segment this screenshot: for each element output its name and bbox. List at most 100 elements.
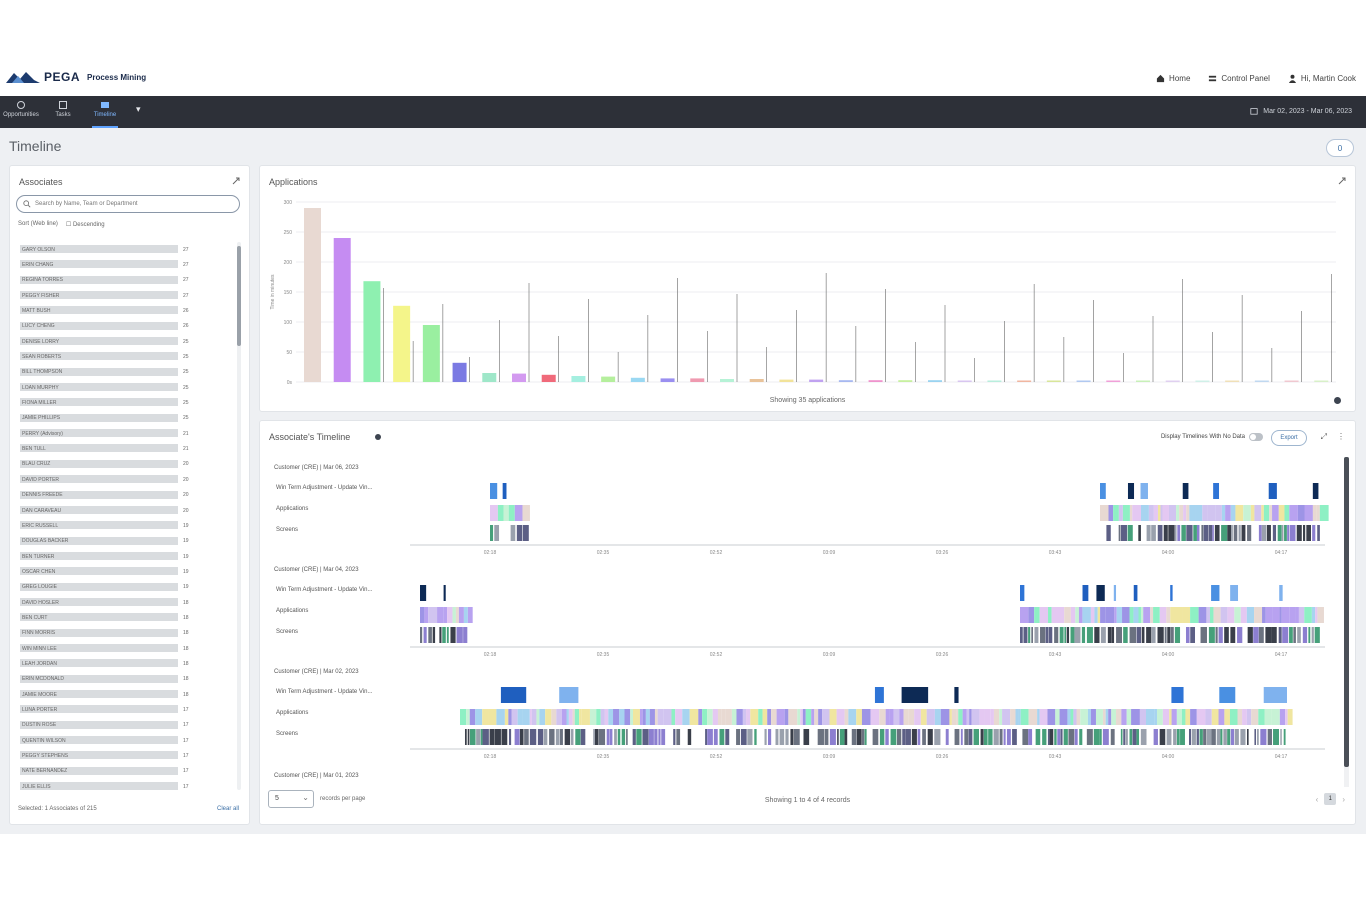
list-item[interactable]: LUCY CHENG 26 [20, 319, 234, 334]
list-item[interactable]: BEN TURNER 19 [20, 549, 234, 564]
timeline-screen-segment [516, 525, 523, 541]
expand-icon[interactable]: ⤢ [1320, 432, 1327, 441]
expand-icon[interactable] [1337, 176, 1347, 186]
timeline-app-segment [879, 709, 886, 725]
list-item[interactable]: GARY OLSON 27 [20, 242, 234, 257]
timeline-app-segment [508, 709, 512, 725]
list-item[interactable]: BLAU CRUZ 20 [20, 457, 234, 472]
list-item[interactable]: FIONA MILLER 25 [20, 395, 234, 410]
timeline-screen-segment [1197, 525, 1200, 541]
timeline-screen-segment [1196, 729, 1199, 745]
list-item[interactable]: DOUGLAS BACKER 19 [20, 534, 234, 549]
timeline-screen-segment [450, 627, 456, 643]
export-button[interactable]: Export [1271, 430, 1307, 446]
page-action-button[interactable]: 0 [1326, 139, 1354, 157]
page-number[interactable]: 1 [1324, 793, 1337, 805]
timeline-screen-segment [911, 729, 917, 745]
list-item[interactable]: PEGGY STEPHENS 17 [20, 748, 234, 763]
associate-name: JAMIE PHILLIPS [22, 415, 61, 422]
list-item[interactable]: DUSTIN ROSE 17 [20, 718, 234, 733]
timeline-app-segment [1317, 607, 1324, 623]
list-item[interactable]: GREG LOUGIE 19 [20, 580, 234, 595]
associate-count: 17 [183, 783, 189, 790]
list-item[interactable]: PEGGY FISHER 27 [20, 288, 234, 303]
timeline-app-segment [1160, 505, 1163, 521]
per-page-select[interactable]: 5 [268, 790, 314, 808]
more-options-icon[interactable]: ⋮ [1337, 432, 1345, 441]
list-item[interactable]: JAMIE MOORE 18 [20, 687, 234, 702]
list-item[interactable]: LEAH JORDAN 18 [20, 656, 234, 671]
logo[interactable]: PEGA Process Mining [6, 70, 146, 84]
timeline-app-segment [475, 709, 483, 725]
list-item[interactable]: BEN TULL 21 [20, 441, 234, 456]
timeline-scrollbar[interactable] [1344, 457, 1349, 787]
list-item[interactable]: BILL THOMPSON 25 [20, 365, 234, 380]
timeline-screen-segment [1153, 729, 1158, 745]
list-item[interactable]: ERIN CHANG 27 [20, 257, 234, 272]
timeline-app-segment [1218, 709, 1225, 725]
prev-page-icon[interactable]: ‹ [1315, 794, 1319, 804]
list-item[interactable]: QUENTIN WILSON 17 [20, 733, 234, 748]
list-item[interactable]: DENNIS FREEDE 20 [20, 488, 234, 503]
no-data-toggle[interactable] [1249, 433, 1263, 441]
list-item[interactable]: DAVID PORTER 20 [20, 472, 234, 487]
chevron-down-icon[interactable]: ▾ [136, 104, 141, 114]
list-item[interactable]: DAN CARAVEAU 20 [20, 503, 234, 518]
list-item[interactable]: DENISE LORRY 25 [20, 334, 234, 349]
chart-bar [601, 376, 616, 382]
clear-all-link[interactable]: Clear all [216, 806, 239, 812]
associate-name: GARY OLSON [22, 246, 55, 253]
nav-timeline[interactable]: Timeline [88, 100, 122, 128]
list-item[interactable]: OSCAR CHEN 19 [20, 564, 234, 579]
expand-icon[interactable] [231, 176, 241, 186]
timeline-app-segment [750, 709, 759, 725]
associates-scrollbar[interactable] [237, 242, 241, 790]
timeline-app-segment [1181, 709, 1186, 725]
sort-direction-toggle[interactable]: ☐ Descending [65, 222, 105, 228]
timeline-screen-segment [740, 729, 747, 745]
list-item[interactable]: WIN MINN LEE 18 [20, 641, 234, 656]
list-item[interactable]: LUNA PORTER 17 [20, 702, 234, 717]
timeline-screen-segment [1265, 627, 1272, 643]
timeline-screen-segment [1110, 729, 1115, 745]
timeline-app-segment [971, 709, 980, 725]
timeline-screen-segment [1127, 525, 1133, 541]
timeline-screen-segment [432, 627, 436, 643]
search-input[interactable]: Search by Name, Team or Department [16, 195, 240, 213]
nav-tasks[interactable]: Tasks [46, 100, 80, 124]
sort-label[interactable]: Sort (Web line) [18, 221, 58, 227]
timeline-app-segment [497, 505, 504, 521]
nav-opportunities[interactable]: Opportunities [3, 100, 39, 124]
scroll-thumb[interactable] [1344, 457, 1349, 767]
list-item[interactable]: PERRY (Advisory) 21 [20, 426, 234, 441]
list-item[interactable]: ERIC RUSSELL 19 [20, 518, 234, 533]
associate-name: DOUGLAS BACKER [22, 538, 69, 545]
list-item[interactable]: FINN MORRIS 18 [20, 626, 234, 641]
user-menu[interactable]: Hi, Martin Cook [1288, 74, 1356, 83]
date-range-picker[interactable]: Mar 02, 2023 - Mar 06, 2023 [1250, 107, 1352, 115]
list-item[interactable]: ERIN MCDONALD 18 [20, 672, 234, 687]
list-item[interactable]: MATT BUSH 26 [20, 303, 234, 318]
timeline-app-segment [1182, 607, 1191, 623]
info-icon[interactable] [1334, 397, 1341, 404]
list-item[interactable]: SEAN ROBERTS 25 [20, 349, 234, 364]
list-item[interactable]: JAMIE PHILLIPS 25 [20, 411, 234, 426]
list-item[interactable]: REGINA TORRES 27 [20, 273, 234, 288]
timeline-screen-segment [494, 729, 501, 745]
next-page-icon[interactable]: › [1342, 794, 1345, 804]
timeline-app-segment [1319, 505, 1329, 521]
list-item[interactable]: BEN CURT 18 [20, 610, 234, 625]
timeline-screen-segment [1241, 525, 1246, 541]
list-item[interactable]: LOAN MURPHY 25 [20, 380, 234, 395]
list-item[interactable]: JULIE ELLIS 17 [20, 779, 234, 790]
timeline-screen-segment [1054, 729, 1057, 745]
scroll-thumb[interactable] [237, 246, 241, 346]
control-panel-link[interactable]: Control Panel [1208, 74, 1270, 83]
timeline-app-segment [1140, 607, 1144, 623]
timeline-screen-segment [529, 729, 537, 745]
list-item[interactable]: DAVID HOSLER 18 [20, 595, 234, 610]
info-icon[interactable] [375, 434, 381, 440]
home-link[interactable]: Home [1156, 74, 1190, 83]
associate-count: 19 [183, 538, 189, 545]
list-item[interactable]: NATE BERNANDEZ 17 [20, 764, 234, 779]
